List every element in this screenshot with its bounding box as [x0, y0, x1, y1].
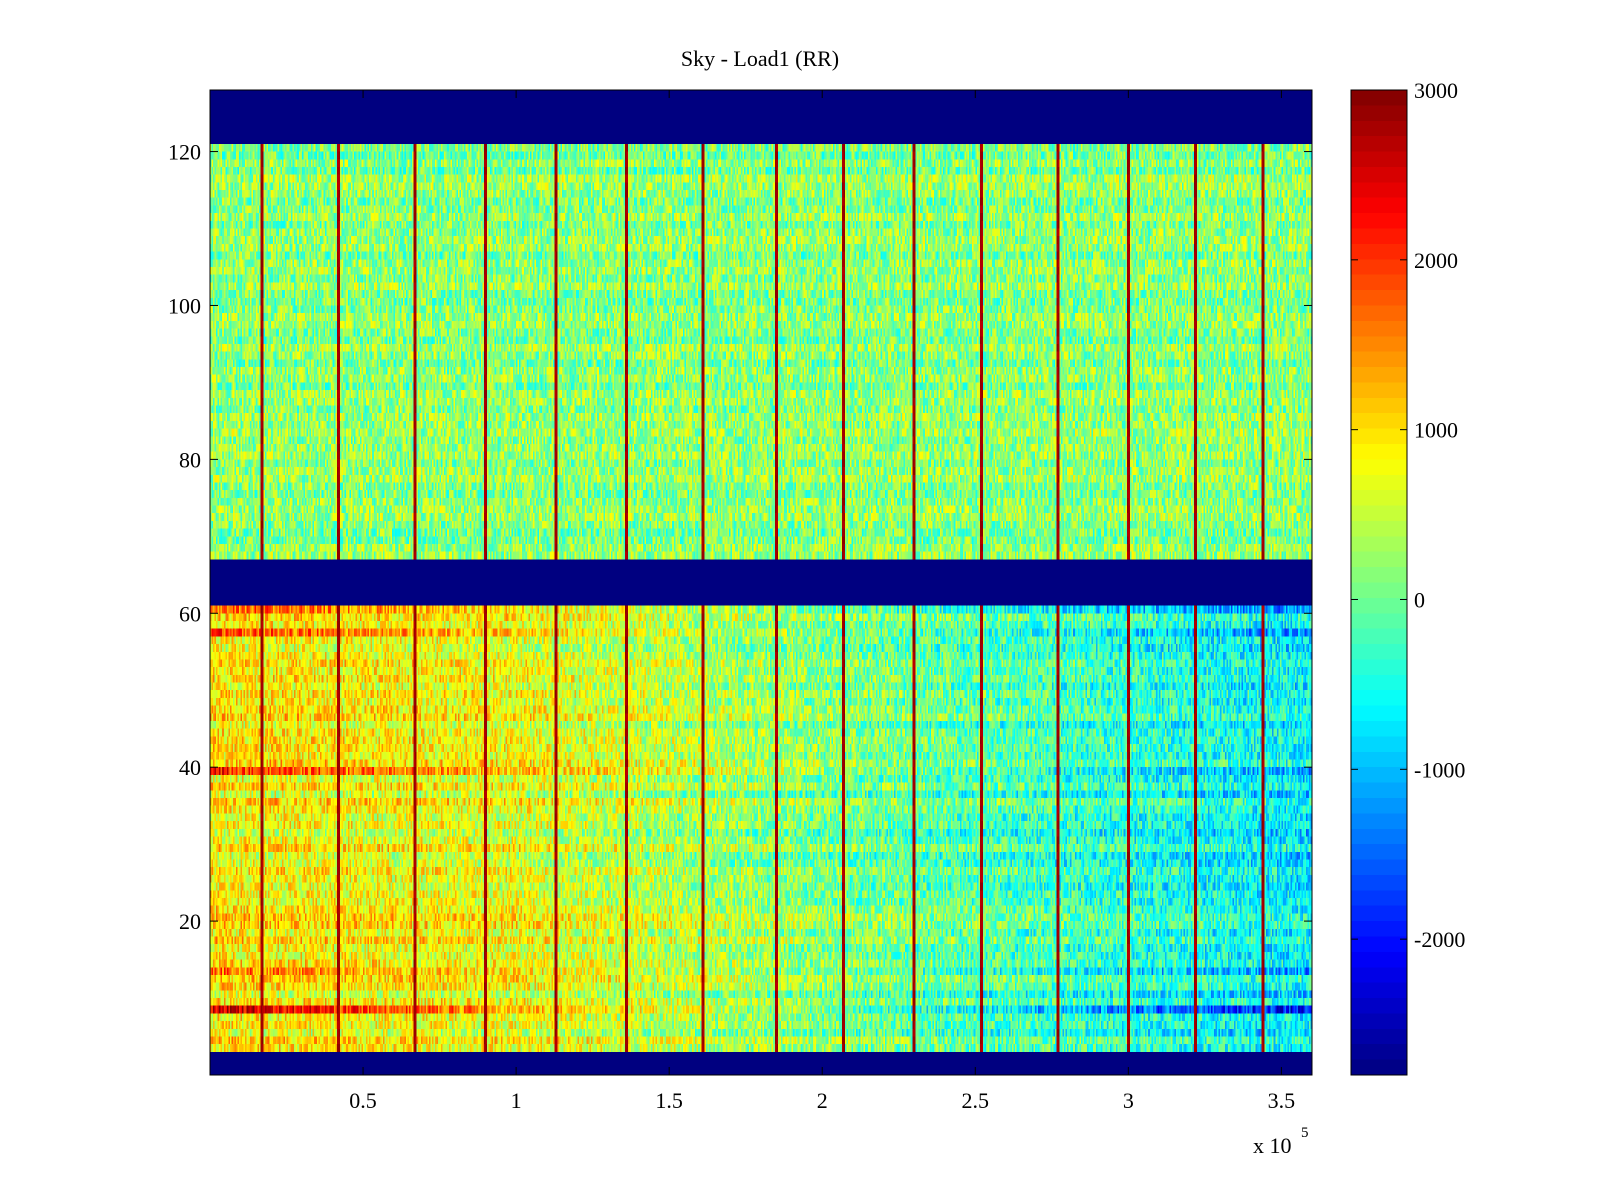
colorbar-tick-label: 0 [1414, 587, 1425, 612]
colorbar-tick-label: 2000 [1414, 248, 1458, 273]
x-tick-label: 1 [511, 1088, 522, 1113]
colorbar-tick-label: -2000 [1414, 927, 1465, 952]
y-tick-label: 100 [168, 293, 201, 318]
x-axis: 0.5 1 1.5 2 2.5 3 3.5 [349, 90, 1295, 1113]
colorbar-frame [1350, 89, 1408, 1076]
y-tick-label: 80 [179, 447, 201, 472]
colorbar-ticks: 3000 2000 1000 0 -1000 -2000 [1351, 78, 1465, 952]
chart-title: Sky - Load1 (RR) [681, 46, 839, 71]
plot-area [209, 89, 1313, 1076]
x-multiplier-label: x 10 [1253, 1133, 1292, 1158]
x-tick-label: 2 [817, 1088, 828, 1113]
y-tick-label: 40 [179, 755, 201, 780]
x-tick-label: 3.5 [1268, 1088, 1296, 1113]
heatmap-image [210, 90, 1312, 1075]
y-tick-label: 120 [168, 140, 201, 165]
y-tick-label: 60 [179, 601, 201, 626]
x-multiplier: x 10 5 [1253, 1125, 1309, 1158]
colorbar: 3000 2000 1000 0 -1000 -2000 [1350, 78, 1465, 1076]
plot-frame [209, 89, 1313, 1076]
y-tick-label: 20 [179, 909, 201, 934]
x-tick-label: 0.5 [349, 1088, 377, 1113]
x-multiplier-exponent: 5 [1301, 1125, 1309, 1141]
y-axis: 20 40 60 80 100 120 [168, 140, 1312, 934]
colorbar-tick-label: 1000 [1414, 418, 1458, 443]
colorbar-gradient [1351, 90, 1407, 1075]
colorbar-tick-label: 3000 [1414, 78, 1458, 103]
x-tick-label: 2.5 [962, 1088, 990, 1113]
x-tick-label: 1.5 [655, 1088, 683, 1113]
colorbar-tick-label: -1000 [1414, 757, 1465, 782]
x-tick-label: 3 [1123, 1088, 1134, 1113]
